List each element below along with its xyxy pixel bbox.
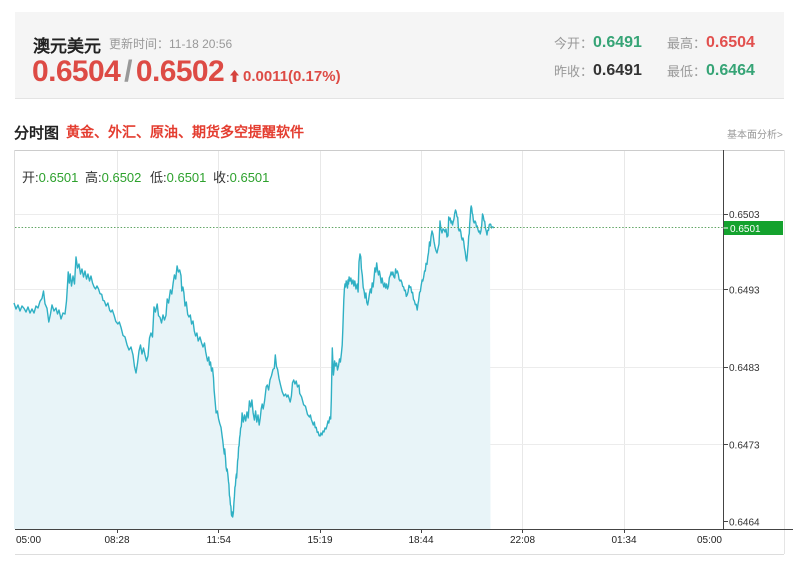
svg-text:0.6483: 0.6483	[729, 363, 760, 374]
svg-text:01:34: 01:34	[611, 535, 636, 546]
svg-text:低:0.6501: 低:0.6501	[150, 170, 206, 185]
svg-text:15:19: 15:19	[307, 535, 332, 546]
svg-text:11:54: 11:54	[207, 535, 232, 546]
svg-text:0.6501: 0.6501	[730, 224, 761, 235]
svg-text:开:0.6501: 开:0.6501	[22, 170, 78, 185]
svg-text:22:08: 22:08	[510, 535, 535, 546]
svg-text:05:00: 05:00	[16, 535, 41, 546]
svg-text:05:00: 05:00	[697, 535, 722, 546]
svg-text:0.6503: 0.6503	[729, 210, 760, 221]
svg-text:08:28: 08:28	[104, 535, 129, 546]
svg-text:高:0.6502: 高:0.6502	[85, 170, 141, 185]
svg-text:收:0.6501: 收:0.6501	[213, 170, 269, 185]
svg-text:0.6473: 0.6473	[729, 441, 760, 452]
svg-text:0.6493: 0.6493	[729, 285, 760, 296]
svg-text:0.6464: 0.6464	[729, 517, 760, 528]
svg-text:18:44: 18:44	[408, 535, 433, 546]
